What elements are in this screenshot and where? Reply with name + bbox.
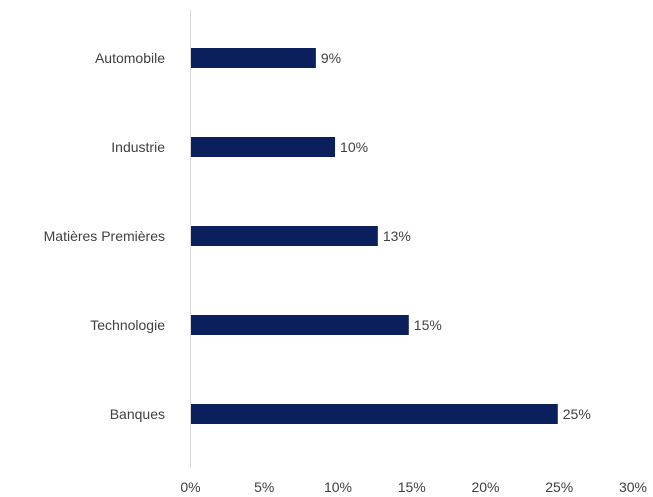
x-tick-label: 15% xyxy=(398,479,426,495)
category-label: Industrie xyxy=(111,139,165,155)
category-label: Technologie xyxy=(90,317,165,333)
x-tick-label: 5% xyxy=(254,479,274,495)
x-tick-label: 25% xyxy=(545,479,573,495)
data-label: 13% xyxy=(383,228,411,244)
x-tick-label: 30% xyxy=(619,479,647,495)
x-tick-label: 10% xyxy=(324,479,352,495)
bar-2 xyxy=(191,226,378,246)
category-label: Matières Premières xyxy=(44,228,165,244)
bar-1 xyxy=(191,137,336,157)
x-tick-label: 20% xyxy=(471,479,499,495)
data-labels: 9% 10% 13% 15% 25% xyxy=(321,50,591,422)
category-label: Automobile xyxy=(95,50,165,66)
data-label: 25% xyxy=(563,406,591,422)
data-label: 9% xyxy=(321,50,341,66)
bar-0 xyxy=(191,48,316,68)
x-tick-label: 0% xyxy=(180,479,200,495)
x-tick-labels: 0% 5% 10% 15% 20% 25% 30% xyxy=(180,479,647,495)
category-labels: Automobile Industrie Matières Premières Tec… xyxy=(44,50,166,422)
bars-group xyxy=(191,48,558,424)
bar-4 xyxy=(191,404,558,424)
data-label: 10% xyxy=(340,139,368,155)
data-label: 15% xyxy=(414,317,442,333)
bar-3 xyxy=(191,315,409,335)
category-label: Banques xyxy=(110,406,165,422)
